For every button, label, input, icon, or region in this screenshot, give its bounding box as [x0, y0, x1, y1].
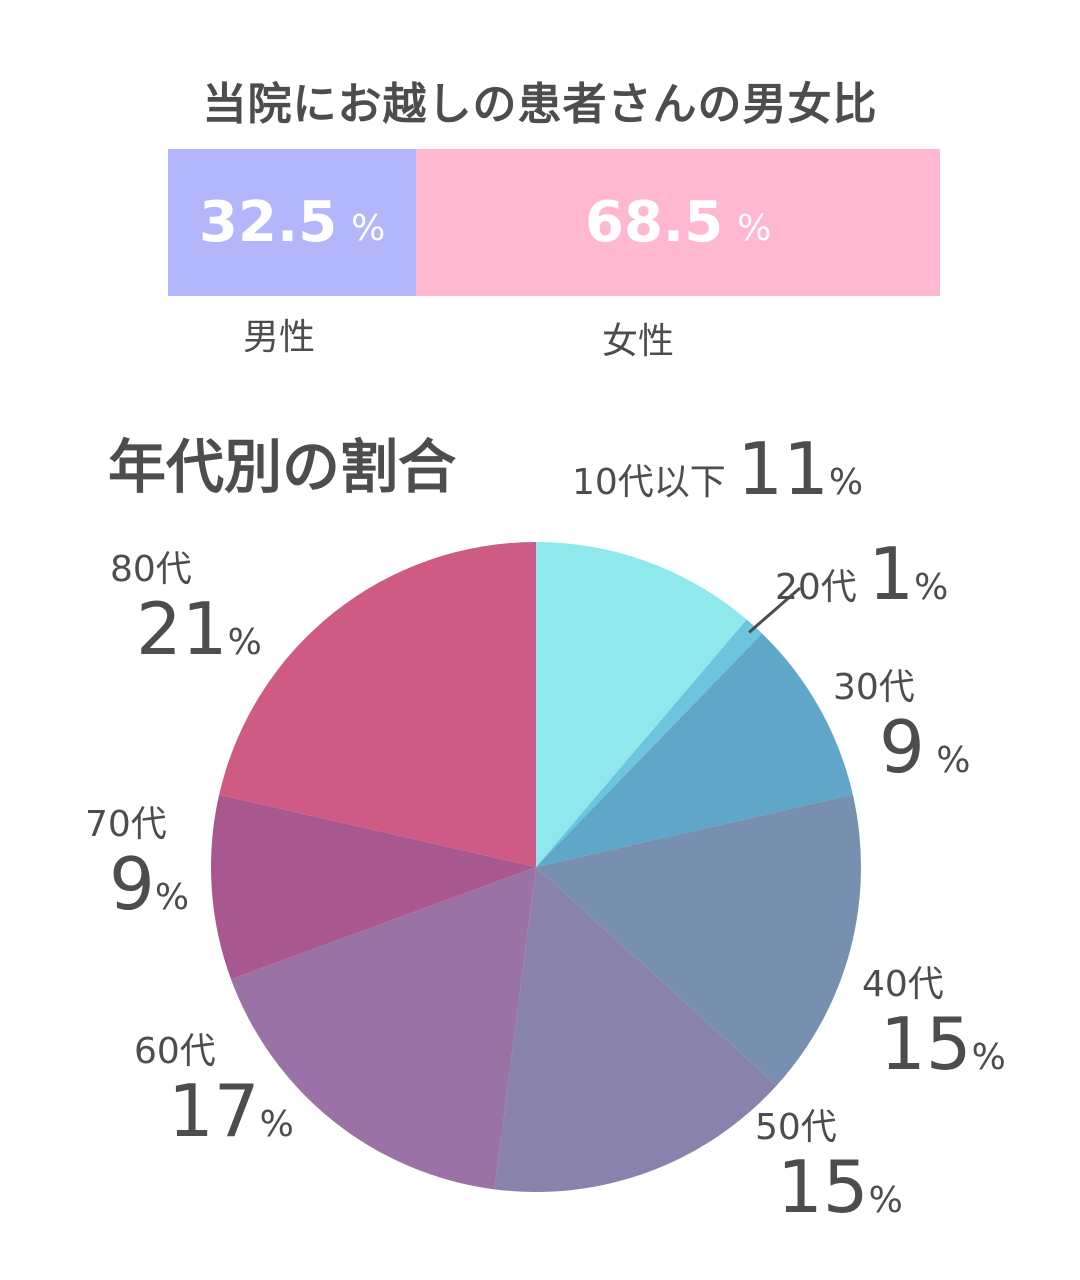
- pie-slice-30s: [536, 633, 853, 867]
- label-70s-name: 70代: [85, 804, 167, 845]
- label-80s: 80代 21%: [110, 550, 262, 669]
- label-30s: 30代 9 %: [833, 668, 970, 787]
- label-80s-unit: %: [227, 621, 262, 663]
- label-40s-name: 40代: [862, 964, 944, 1005]
- label-50s-name: 50代: [755, 1107, 837, 1148]
- pie-slice-60s: [230, 867, 537, 1190]
- label-80s-value: 21: [136, 586, 228, 671]
- label-50s-unit: %: [868, 1179, 903, 1221]
- female-unit: %: [737, 208, 772, 249]
- label-20s: 20代 1%: [775, 532, 949, 616]
- male-label: 男性: [243, 317, 316, 358]
- label-50s-value: 15: [777, 1144, 869, 1229]
- label-10s-name: 10代以下: [572, 462, 726, 503]
- label-60s-unit: %: [259, 1103, 294, 1145]
- male-value: 32.5: [199, 190, 338, 255]
- label-20s-name: 20代: [775, 567, 857, 608]
- label-60s-value: 17: [168, 1068, 260, 1153]
- pie-slice-10s: [536, 542, 747, 867]
- label-70s-value: 9: [109, 841, 155, 926]
- label-60s: 60代 17%: [134, 1032, 294, 1151]
- label-50s: 50代 15%: [755, 1108, 903, 1227]
- label-30s-name: 30代: [833, 667, 915, 708]
- label-10s: 10代以下 11%: [572, 427, 864, 511]
- label-20s-unit: %: [914, 567, 949, 608]
- pie-slice-20s: [536, 619, 763, 867]
- pie-slice-50s: [494, 867, 777, 1192]
- label-40s-value: 15: [880, 1001, 972, 1086]
- label-10s-unit: %: [828, 462, 864, 503]
- pie-slice-40s: [536, 794, 861, 1086]
- label-60s-name: 60代: [134, 1031, 216, 1072]
- pie-slice-70s: [210, 794, 536, 980]
- female-label: 女性: [602, 321, 675, 362]
- male-unit: %: [351, 208, 386, 249]
- label-10s-value: 11: [737, 427, 829, 511]
- pie-slice-80s: [219, 542, 536, 867]
- gender-title: 当院にお越しの患者さんの男女比: [202, 79, 878, 130]
- label-70s-unit: %: [154, 876, 190, 918]
- label-40s: 40代 15%: [862, 965, 1006, 1084]
- label-30s-value: 9: [879, 704, 925, 789]
- label-30s-unit: %: [936, 739, 971, 781]
- label-70s: 70代 9%: [85, 805, 189, 924]
- female-segment: 68.5 %: [416, 149, 940, 296]
- female-value: 68.5: [585, 190, 724, 255]
- label-40s-unit: %: [971, 1036, 1006, 1078]
- label-20s-value: 1: [868, 532, 915, 616]
- gender-bar: 32.5 % 68.5 %: [168, 149, 940, 296]
- age-title: 年代別の割合: [108, 433, 457, 501]
- male-segment: 32.5 %: [168, 149, 417, 296]
- leader-line-20s: [748, 586, 801, 634]
- label-80s-name: 80代: [110, 549, 192, 590]
